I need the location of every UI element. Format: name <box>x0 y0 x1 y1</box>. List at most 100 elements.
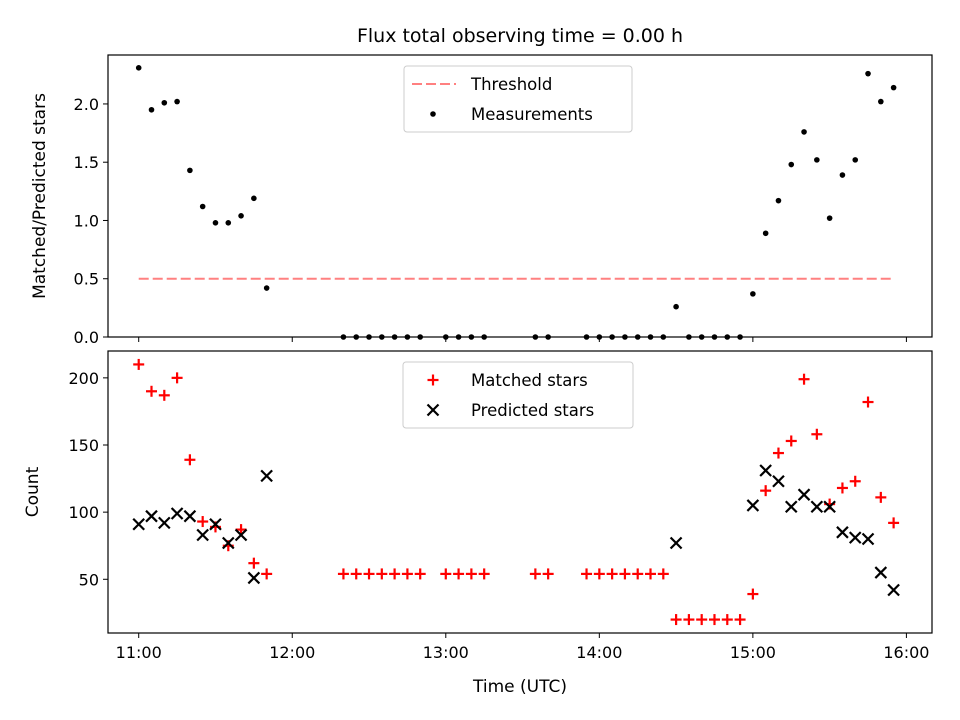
x-tick-label: 16:00 <box>883 643 929 662</box>
matched-star-point <box>376 568 388 580</box>
y-tick-label: 100 <box>68 503 99 522</box>
x-tick-label: 12:00 <box>269 643 315 662</box>
y-tick: 50 <box>79 570 108 589</box>
predicted-star-point <box>247 571 261 585</box>
predicted-star-point <box>848 531 862 544</box>
measurement-point <box>839 172 846 178</box>
measurement-point <box>634 334 641 340</box>
predicted-star-point <box>170 507 184 520</box>
legend-measurements-label: Measurements <box>471 105 593 124</box>
matched-star-point <box>529 568 541 580</box>
measurement-point <box>187 167 193 174</box>
matched-star-point <box>811 428 823 440</box>
measurement-point <box>455 334 462 340</box>
measurement-point <box>532 334 539 340</box>
plot-frame <box>107 350 933 634</box>
matched-star-point <box>337 568 349 580</box>
x-tick: 11:00 <box>116 633 162 662</box>
measurement-point <box>826 215 833 221</box>
matched-star-point <box>760 485 772 497</box>
measurement-point <box>174 98 180 105</box>
matched-star-point <box>721 614 733 626</box>
measurement-point <box>404 334 411 340</box>
matched-star-point <box>708 614 720 626</box>
predicted-star-point <box>836 526 849 539</box>
matched-star-point <box>619 568 631 580</box>
y-tick-label: 200 <box>68 369 99 388</box>
predicted-star-point <box>797 488 811 501</box>
matched-star-point <box>862 396 874 408</box>
measurement-point <box>263 285 270 291</box>
matched-star-point <box>184 454 196 466</box>
top-y-axis-label: Matched/Predicted stars <box>30 93 50 299</box>
matched-star-point <box>440 568 452 580</box>
predicted-star-point <box>234 528 248 542</box>
matched-star-point <box>657 568 669 580</box>
measurement-point <box>225 220 232 226</box>
measurement-point <box>366 334 372 340</box>
matched-star-point <box>248 557 260 569</box>
y-tick-label: 0.0 <box>74 328 99 347</box>
measurement-point <box>852 157 859 163</box>
measurement-point <box>596 334 603 340</box>
matched-star-point <box>645 568 657 580</box>
predicted-star-point <box>669 536 683 550</box>
matched-star-point <box>389 568 401 580</box>
matched-star-point <box>683 614 695 626</box>
matched-star-point <box>465 568 477 580</box>
top-legend: Threshold Measurements <box>403 65 633 133</box>
bottom-legend: Matched stars Predicted stars <box>402 361 634 429</box>
x-tick: 13:00 <box>423 633 469 662</box>
measurement-point <box>583 334 590 340</box>
y-tick-label: 1.5 <box>74 153 99 172</box>
matched-star-point <box>593 568 605 580</box>
matched-star-point <box>798 373 810 385</box>
y-tick: 0.0 <box>74 328 108 347</box>
predicted-star-point <box>158 516 171 530</box>
matched-star-point <box>158 389 170 401</box>
x-tick-label: 15:00 <box>730 643 776 662</box>
matched-star-point <box>696 614 708 626</box>
measurement-point <box>609 334 615 340</box>
measurement-point <box>545 334 551 340</box>
measurement-point <box>353 334 360 340</box>
measurement-point <box>660 334 667 340</box>
matched-star-point <box>632 568 644 580</box>
measurement-point <box>340 334 347 340</box>
predicted-star-point <box>221 536 235 550</box>
x-tick: 16:00 <box>883 633 929 662</box>
measurement-point <box>417 334 423 340</box>
x-tick-label: 13:00 <box>423 643 469 662</box>
matched-star-point <box>197 516 209 528</box>
predicted-star-point <box>874 566 888 579</box>
y-tick: 100 <box>68 503 108 522</box>
matched-star-point <box>171 372 183 384</box>
plot-frame <box>107 54 933 338</box>
predicted-star-point <box>759 464 772 477</box>
matched-star-point <box>453 568 465 580</box>
predicted-star-point <box>183 509 197 523</box>
measurement-point <box>737 334 743 340</box>
x-tick: 14:00 <box>576 633 622 662</box>
predicted-star-point <box>145 509 158 523</box>
matched-star-point <box>350 568 362 580</box>
measurement-point <box>647 334 654 340</box>
matched-star-point <box>888 517 900 529</box>
measurement-point <box>724 334 731 340</box>
legend-threshold-label: Threshold <box>470 75 552 94</box>
matched-star-point <box>363 568 375 580</box>
measurement-point <box>481 334 487 340</box>
bottom-y-axis-label: Count <box>23 466 43 517</box>
predicted-star-point <box>810 500 824 514</box>
matched-star-point <box>772 447 784 459</box>
legend-frame <box>402 361 634 429</box>
predicted-star-point <box>861 532 875 546</box>
predicted-star-point <box>823 500 836 514</box>
measurement-point <box>890 84 897 91</box>
measurement-point <box>775 197 782 204</box>
top-panel: 0.0 0.5 1.0 1.5 2.0 Threshold Measurements <box>74 54 933 347</box>
y-tick: 0.5 <box>74 270 108 289</box>
predicted-star-point <box>209 517 222 531</box>
x-tick-label: 14:00 <box>576 643 622 662</box>
matched-star-point <box>849 475 861 487</box>
